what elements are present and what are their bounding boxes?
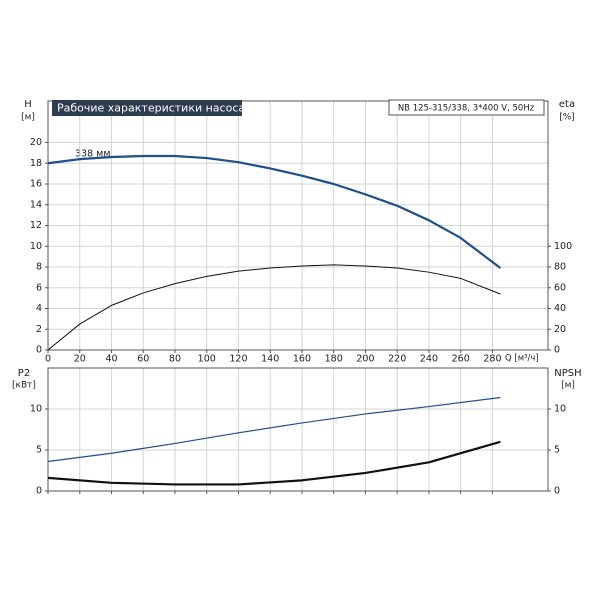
y2-axis-label: NPSH: [554, 368, 581, 379]
y-tick-label: 5: [36, 445, 42, 456]
x-tick-label: 220: [388, 354, 406, 365]
y-axis-label: H: [24, 99, 32, 110]
y-tick-label: 14: [30, 199, 42, 210]
x-tick-label: 240: [420, 354, 438, 365]
x-tick-label: 120: [229, 354, 247, 365]
y2-tick-label: 20: [554, 324, 566, 335]
x-tick-label: 280: [483, 354, 501, 365]
x-tick-label: 20: [74, 354, 86, 365]
series-line: [47, 154, 502, 269]
y2-axis-label: eta: [559, 99, 575, 110]
series-line: [47, 264, 501, 351]
series-line: [47, 440, 501, 486]
plot-frame: [47, 367, 549, 492]
x-tick-label: 200: [356, 354, 374, 365]
y2-tick-label: 60: [554, 282, 566, 293]
y-tick-label: 10: [30, 241, 42, 252]
annotation: 338 мм: [75, 149, 111, 160]
y2-tick-label: 10: [554, 404, 566, 415]
y2-tick-label: 0: [554, 345, 560, 356]
y-tick-label: 0: [36, 486, 42, 497]
y-tick-label: 6: [36, 282, 42, 293]
y2-tick-label: 80: [554, 262, 566, 273]
y-tick-label: 0: [36, 345, 42, 356]
x-tick-label: 60: [137, 354, 149, 365]
subtitle-box: [388, 99, 545, 116]
y-tick-label: 18: [30, 158, 42, 169]
x-tick-label: 160: [293, 354, 311, 365]
y-axis-unit: [м]: [21, 113, 35, 123]
y2-axis-unit: [м]: [561, 381, 575, 391]
y-tick-label: 4: [36, 303, 42, 314]
y2-tick-label: 0: [554, 486, 560, 497]
y-tick-label: 10: [30, 404, 42, 415]
y-tick-label: 2: [36, 324, 42, 335]
y2-tick-label: 40: [554, 303, 566, 314]
title-box: [52, 100, 242, 116]
x-tick-label: 0: [45, 354, 51, 365]
y-tick-label: 8: [36, 262, 42, 273]
x-tick-label: 40: [105, 354, 117, 365]
x-axis-label: Q [м³/ч]: [505, 354, 539, 364]
x-tick-label: 140: [261, 354, 279, 365]
y-axis-unit: [кВт]: [12, 381, 36, 391]
y-tick-label: 16: [30, 179, 42, 190]
chart-subtitle: NB 125-315/338, 3*400 V, 50Hz: [398, 104, 535, 114]
x-tick-label: 80: [169, 354, 181, 365]
x-tick-label: 100: [198, 354, 216, 365]
y-axis-label: P2: [18, 368, 30, 379]
plot-frame: [47, 100, 549, 351]
y-tick-label: 20: [30, 137, 42, 148]
y-tick-label: 12: [30, 220, 42, 231]
y2-tick-label: 5: [554, 445, 560, 456]
y2-tick-label: 100: [554, 241, 572, 252]
series-line: [47, 396, 501, 463]
chart-title: Рабочие характеристики насоса: [57, 102, 245, 115]
x-tick-label: 260: [452, 354, 470, 365]
y2-axis-unit: [%]: [559, 113, 575, 123]
x-tick-label: 180: [325, 354, 343, 365]
